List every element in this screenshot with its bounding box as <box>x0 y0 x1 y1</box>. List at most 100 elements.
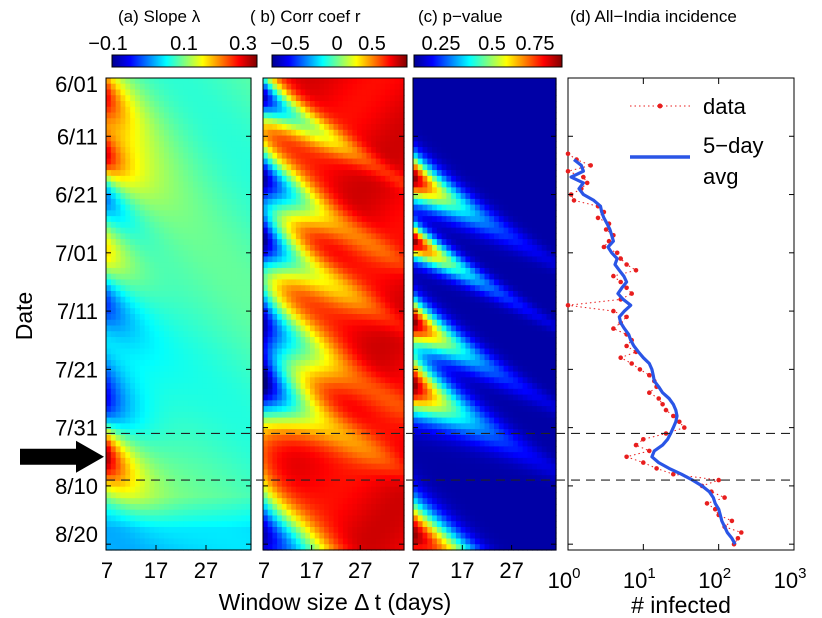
heatmap-cell <box>106 170 112 177</box>
heatmap-cell <box>310 319 316 327</box>
heatmap-cell <box>300 204 306 211</box>
heatmap-cell <box>319 429 325 436</box>
heatmap-cell <box>106 244 112 252</box>
heatmap-cell <box>222 342 228 350</box>
heatmap-cell <box>159 204 165 211</box>
heatmap-cell <box>267 285 273 292</box>
heatmap-cell <box>314 290 320 298</box>
heatmap-cell <box>164 532 170 540</box>
heatmap-cell <box>130 296 136 304</box>
heatmap-cell <box>324 267 330 275</box>
heatmap-cell <box>347 314 353 321</box>
heatmap-cell <box>272 106 278 114</box>
heatmap-cell <box>357 377 363 384</box>
heatmap-cell <box>361 406 367 413</box>
heatmap-cell <box>178 509 184 517</box>
heatmap-cell <box>347 124 353 131</box>
heatmap-cell <box>328 216 335 223</box>
heatmap-cell <box>241 423 247 430</box>
heatmap-cell <box>173 181 180 188</box>
heatmap-cell <box>231 210 238 217</box>
heatmap-cell <box>333 198 339 206</box>
heatmap-cell <box>144 285 151 292</box>
heatmap-cell <box>385 342 391 350</box>
heatmap-cell <box>236 227 242 235</box>
heatmap-cell <box>226 250 233 258</box>
heatmap-cell <box>168 296 175 304</box>
heatmap-cell <box>188 129 194 137</box>
heatmap-cell <box>110 129 117 137</box>
heatmap-cell <box>197 319 204 327</box>
heatmap-cell <box>106 325 112 332</box>
heatmap-cell <box>305 406 311 413</box>
heatmap-cell <box>202 423 209 430</box>
heatmap-cell <box>202 285 209 292</box>
heatmap-cell <box>120 256 126 263</box>
heatmap-cell <box>236 141 242 148</box>
heatmap-cell <box>371 83 377 91</box>
heatmap-cell <box>149 181 155 188</box>
heatmap-cell <box>236 342 242 350</box>
heatmap-cell <box>149 147 155 154</box>
heatmap-cell <box>328 486 335 494</box>
heatmap-cell <box>226 394 233 401</box>
heatmap-cell <box>310 89 316 96</box>
heatmap-cell <box>168 417 175 424</box>
heatmap-cell <box>300 239 306 246</box>
heatmap-cell <box>286 239 292 246</box>
heatmap-cell <box>164 423 170 430</box>
heatmap-cell <box>246 388 252 396</box>
heatmap-cell <box>226 273 233 281</box>
heatmap-cell <box>361 526 367 534</box>
heatmap-cell <box>385 296 391 304</box>
heatmap-cell <box>314 83 320 91</box>
heatmap-cell <box>120 423 126 430</box>
heatmap-cell <box>241 158 247 165</box>
heatmap-cell <box>236 452 242 459</box>
heatmap-cell <box>173 480 180 488</box>
heatmap-cell <box>300 101 306 108</box>
heatmap-cell <box>286 498 292 505</box>
heatmap-cell <box>139 250 146 258</box>
heatmap-cell <box>197 452 204 459</box>
heatmap-cell <box>115 526 122 534</box>
heatmap-cell <box>385 440 391 447</box>
heatmap-cell <box>188 515 194 522</box>
heatmap-cell <box>241 267 247 275</box>
heatmap-cell <box>154 227 160 235</box>
heatmap-cell <box>217 250 223 258</box>
heatmap-cell <box>319 394 325 401</box>
heatmap-cell <box>120 446 126 453</box>
heatmap-cell <box>125 244 131 252</box>
heatmap-cell <box>319 383 325 390</box>
heatmap-cell <box>338 204 344 211</box>
heatmap-cell <box>394 147 400 154</box>
heatmap-cell <box>551 83 557 91</box>
heatmap-cell <box>193 383 199 390</box>
heatmap-cell <box>154 164 160 171</box>
heatmap-cell <box>291 187 297 194</box>
heatmap-cell <box>149 170 155 177</box>
heatmap-cell <box>212 198 218 206</box>
heatmap-cell <box>168 365 175 373</box>
heatmap-cell <box>115 152 122 160</box>
heatmap-cell <box>338 457 344 465</box>
heatmap-cell <box>385 204 391 211</box>
heatmap-cell <box>333 83 339 91</box>
heatmap-cell <box>399 469 405 476</box>
heatmap-cell <box>178 187 184 194</box>
heatmap-cell <box>328 331 335 338</box>
heatmap-cell <box>319 434 325 442</box>
heatmap-cell <box>389 164 396 171</box>
heatmap-cell <box>366 538 372 545</box>
heatmap-cell <box>173 198 180 206</box>
heatmap-cell <box>328 290 335 298</box>
heatmap-cell <box>310 406 316 413</box>
heatmap-cell <box>193 141 199 148</box>
heatmap-cell <box>183 227 189 235</box>
heatmap-cell <box>300 354 306 361</box>
heatmap-cell <box>361 124 367 131</box>
heatmap-cell <box>389 348 396 355</box>
heatmap-cell <box>231 480 238 488</box>
heatmap-cell <box>357 486 363 494</box>
